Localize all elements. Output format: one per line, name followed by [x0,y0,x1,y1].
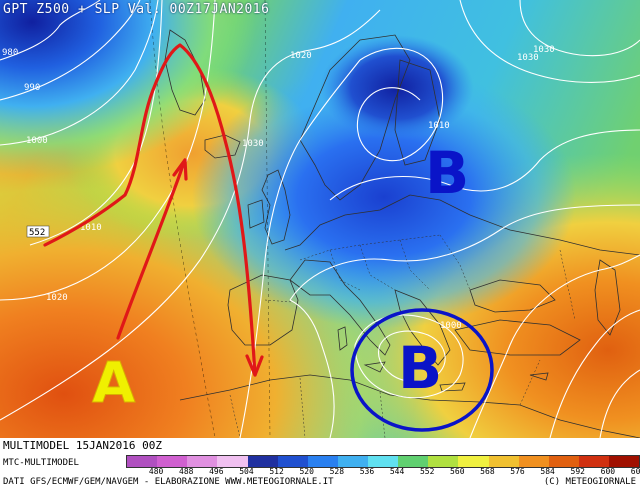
color-scale-swatch [307,456,338,467]
color-scale-swatch [518,456,549,467]
color-scale-swatch [187,456,218,467]
color-scale-tick-label: 528 [329,467,345,476]
color-scale-tick-label: 592 [570,467,585,476]
product-label: MTC-MULTIMODEL [3,458,79,468]
color-scale-swatch [217,456,248,467]
color-scale-swatch [609,456,640,467]
low-pressure-letter: B [398,334,442,402]
isobar-label: 1030 [517,53,539,63]
arrow-ridge-upstream [43,43,257,377]
color-scale-swatch [337,456,368,467]
low-circle-highlight [350,308,494,432]
copyright-label: (C) METEOGIORNALE [543,477,636,487]
color-scale-swatch [488,456,519,467]
arrow-advection-head [172,158,188,181]
color-scale-tick-label: 560 [450,467,465,476]
color-scale-tick-label: 552 [419,467,435,476]
color-scale-swatch [127,456,158,467]
isobar-label: 1000 [26,136,48,146]
color-scale-tick-label: 480 [148,467,164,476]
color-scale-tick-label: 536 [359,467,375,476]
color-scale-swatch [157,456,188,467]
color-scale-tick-label: 488 [179,467,194,476]
color-scale-swatch [398,456,429,467]
color-scale-tick-label: 576 [510,467,525,476]
svg-text:552: 552 [29,228,45,238]
color-scale-tick-label: 600 [600,467,616,476]
arrow-ridge-upstream-head [245,354,264,377]
color-scale-swatch [578,456,609,467]
color-scale-tick-label: 504 [239,467,254,476]
isobar-label: 980 [2,48,18,58]
color-scale-swatch [458,456,489,467]
arrow-advection [116,158,187,340]
color-scale-tick-label: 584 [540,467,555,476]
map-title: GPT Z500 + SLP Val. 00Z17JAN2016 [3,2,270,17]
color-scale-tick-label: 512 [269,467,284,476]
isobar-label: 1030 [242,139,264,149]
isobar-label: 1010 [80,223,102,233]
footer-bar: MULTIMODEL 15JAN2016 00Z MTC-MULTIMODEL … [0,438,640,493]
color-scale-labels: 480 488 496 504 512 520 528 536 544 552 560 568 576 5… [126,467,640,477]
model-run-label: MULTIMODEL 15JAN2016 00Z [3,439,162,452]
isobars [0,0,640,438]
isobar-label: 1010 [428,121,450,131]
color-scale-tick-label: 568 [480,467,495,476]
color-scale-tick-label: 544 [389,467,405,476]
country-borders [229,234,576,438]
isobar-label: 1030 [533,45,555,55]
color-scale-swatch [368,456,399,467]
map-canvas: 980 990 1000 1010 1020 1030 1020 1030 10… [0,0,640,438]
isobar-label: 990 [24,83,40,93]
color-scale-swatch [428,456,459,467]
isobar-labels: 980 990 1000 1010 1020 1030 1020 1030 10… [2,45,555,331]
high-pressure-letter: A [92,351,136,416]
color-scale-bar [126,455,640,468]
color-scale-tick-label: 496 [209,467,224,476]
isobar-label: 1020 [46,293,68,303]
z500-label-552: 552 [26,225,50,238]
color-scale-swatch [277,456,308,467]
source-credit: DATI GFS/ECMWF/GEM/NAVGEM - ELABORAZIONE… [3,477,334,487]
low-pressure-letter: B [425,139,469,207]
color-scale-tick-label: 608 [630,467,640,476]
flow-arrows [43,43,264,377]
graticule [149,0,271,438]
color-scale-swatch [548,456,579,467]
color-scale-swatch [247,456,278,467]
isobar-label: 1000 [440,321,462,331]
isobar-label: 1020 [290,51,312,61]
color-scale-tick-label: 520 [299,467,314,476]
